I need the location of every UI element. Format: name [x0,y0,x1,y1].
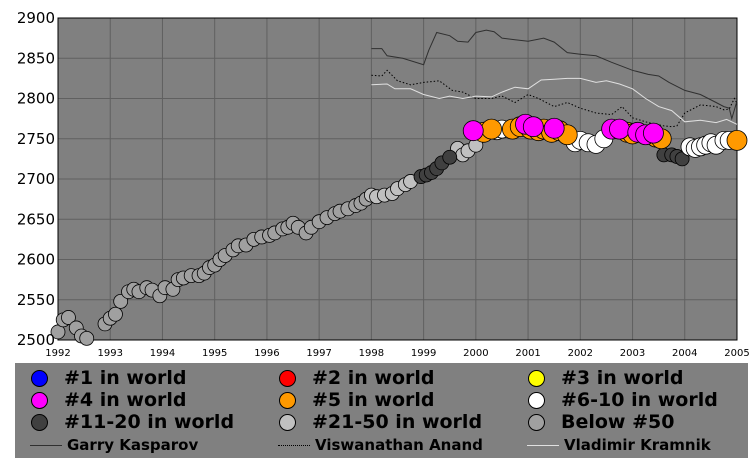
legend-line-sample [278,444,310,446]
x-tick-label: 2000 [463,348,488,359]
legend-item-rank1: #1 in world [15,367,187,389]
x-axis-ticks: 1992 1993 1994 1995 1996 1997 1998 1999 2000 2001… [45,348,749,359]
x-tick-label: 2002 [568,348,593,359]
legend-item-rank3: #3 in world [512,367,684,389]
legend-item-rank6-10: #6-10 in world [512,389,718,411]
legend-item-rank2: #2 in world [263,367,435,389]
legend-marker [31,369,48,387]
x-tick-label: 1999 [411,348,436,359]
legend-marker [528,369,545,387]
legend-line-sample [527,444,559,446]
y-axis-ticks: 2500 2550 2600 2650 2700 2750 2800 2850 2900 [17,9,55,349]
player-lines [371,29,738,128]
x-tick-label: 2004 [672,348,697,359]
legend-item-below50: Below #50 [512,411,674,433]
x-tick-label: 1992 [45,348,70,359]
legend-marker [528,391,545,409]
rating-point [609,118,630,140]
legend: #1 in world #2 in world #3 in world #4 i… [15,363,748,458]
legend-line-anand: Viswanathan Anand [263,434,483,456]
rating-point [113,293,129,309]
legend-label: #6-10 in world [561,389,718,411]
legend-label: Below #50 [561,411,675,433]
legend-item-rank5: #5 in world [263,389,435,411]
player-line [371,29,738,121]
x-tick-label: 2001 [515,348,540,359]
y-tick-label: 2650 [17,210,55,228]
y-tick-label: 2750 [17,130,55,148]
rating-point [462,120,484,142]
legend-item-rank11-20: #11-20 in world [15,411,234,433]
x-tick-label: 1998 [359,348,384,359]
legend-line-label: Viswanathan Anand [315,436,483,454]
legend-marker [279,391,296,409]
rating-point [442,149,458,165]
x-tick-label: 1997 [306,348,331,359]
legend-item-rank21-50: #21-50 in world [263,411,482,433]
legend-label: #21-50 in world [312,411,483,433]
legend-line-label: Garry Kasparov [67,436,199,454]
legend-marker [279,413,296,431]
y-tick-label: 2700 [17,170,55,188]
rating-point [543,117,565,139]
x-tick-label: 2005 [724,348,749,359]
x-tick-label: 1994 [150,348,175,359]
y-tick-label: 2600 [17,251,55,269]
rating-chart: 2500 2550 2600 2650 2700 2750 2800 2850 2900 199… [17,9,750,359]
rating-point [79,330,95,346]
rating-point [726,129,748,151]
legend-marker [31,413,48,431]
legend-line-kramnik: Vladimir Kramnik [512,434,711,456]
legend-marker [528,413,545,431]
y-tick-label: 2800 [17,90,55,108]
player-line [371,77,738,125]
legend-item-rank4: #4 in world [15,389,187,411]
rating-point [61,310,76,325]
rating-point [108,306,123,322]
rating-point [643,122,664,144]
legend-line-kasparov: Garry Kasparov [15,434,198,456]
x-tick-label: 1993 [98,348,123,359]
rating-point [522,116,544,138]
legend-label: #2 in world [312,367,435,389]
legend-marker [279,369,296,387]
legend-label: #3 in world [561,367,684,389]
y-tick-label: 2850 [17,49,55,67]
legend-label: #11-20 in world [64,411,235,433]
rating-point [481,118,502,140]
x-tick-label: 1996 [254,348,279,359]
x-tick-label: 1995 [202,348,227,359]
legend-line-label: Vladimir Kramnik [564,436,711,454]
y-tick-label: 2900 [17,9,55,27]
plot-border [57,17,738,341]
y-tick-label: 2500 [17,331,55,349]
legend-marker [31,391,48,409]
legend-label: #1 in world [64,367,187,389]
rating-points [50,113,748,346]
legend-line-sample [30,444,62,446]
legend-label: #4 in world [64,389,187,411]
y-tick-label: 2550 [17,291,55,309]
legend-label: #5 in world [312,389,435,411]
x-tick-label: 2003 [620,348,645,359]
